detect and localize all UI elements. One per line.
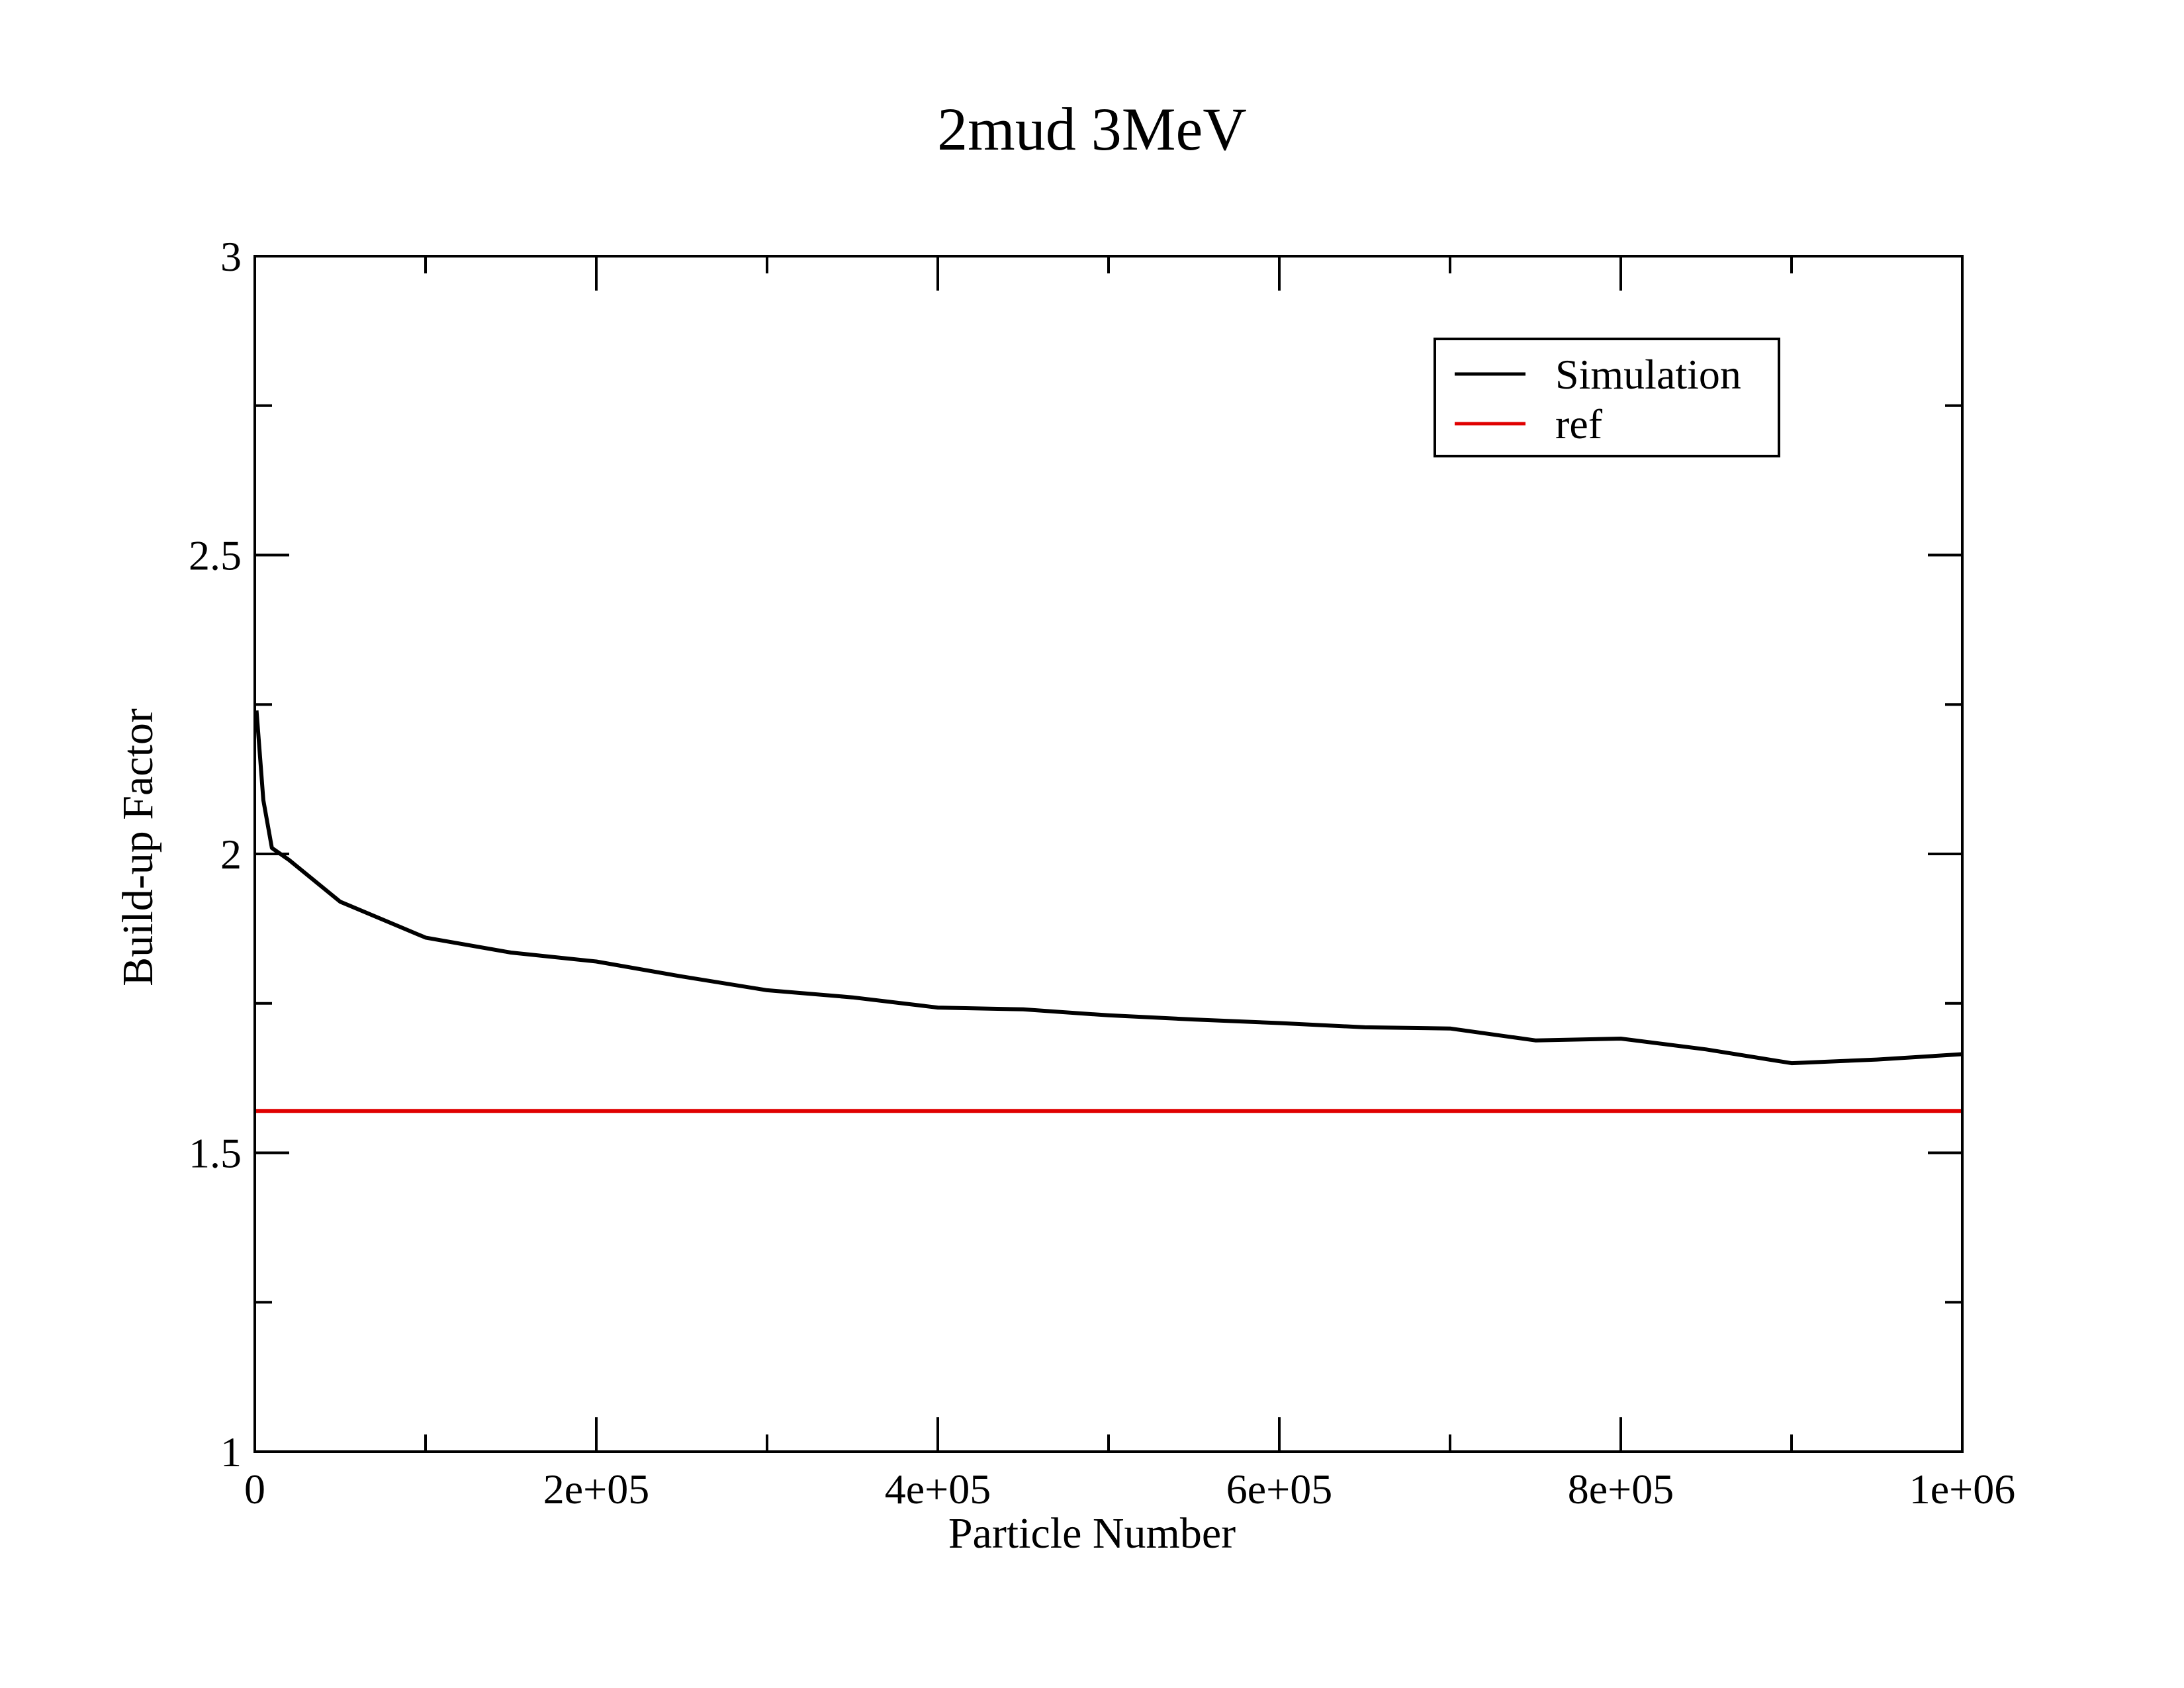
legend-box	[1433, 338, 1780, 457]
y-tick-label: 1	[220, 1429, 242, 1476]
legend-ref-label: ref	[1555, 400, 1603, 447]
legend-simulation-label: Simulation	[1555, 351, 1741, 398]
x-tick-label: 2e+05	[543, 1466, 650, 1513]
legend: Simulation ref	[1433, 338, 1780, 457]
y-tick-label: 1.5	[189, 1130, 242, 1177]
x-tick-label: 0	[244, 1466, 265, 1513]
chart-title: 2mud 3MeV	[937, 95, 1247, 163]
y-tick-label: 2.5	[189, 532, 242, 579]
axes: 0 2e+05 4e+05 6e+05 8e+05 1e+06 1 1.5 2 2.5 3	[189, 233, 2015, 1513]
x-axis-label: Particle Number	[948, 1509, 1236, 1558]
x-tick-label: 4e+05	[885, 1466, 991, 1513]
x-tick-label: 1e+06	[1909, 1466, 2016, 1513]
x-tick-label: 6e+05	[1226, 1466, 1333, 1513]
y-tick-label: 3	[220, 233, 242, 280]
y-axis-label: Build-up Factor	[114, 708, 162, 986]
series-group	[254, 710, 1963, 1113]
series-line-simulation	[254, 710, 1963, 1066]
x-tick-label: 8e+05	[1568, 1466, 1674, 1513]
y-tick-label: 2	[220, 831, 242, 878]
